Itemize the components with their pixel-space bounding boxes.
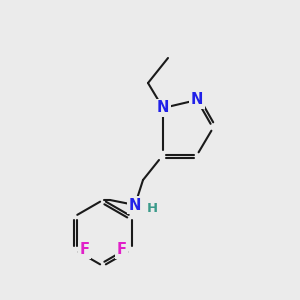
Text: H: H: [146, 202, 158, 214]
Text: F: F: [80, 242, 89, 257]
Text: N: N: [157, 100, 169, 116]
Text: F: F: [117, 242, 127, 257]
Text: N: N: [191, 92, 203, 107]
Text: N: N: [129, 197, 141, 212]
